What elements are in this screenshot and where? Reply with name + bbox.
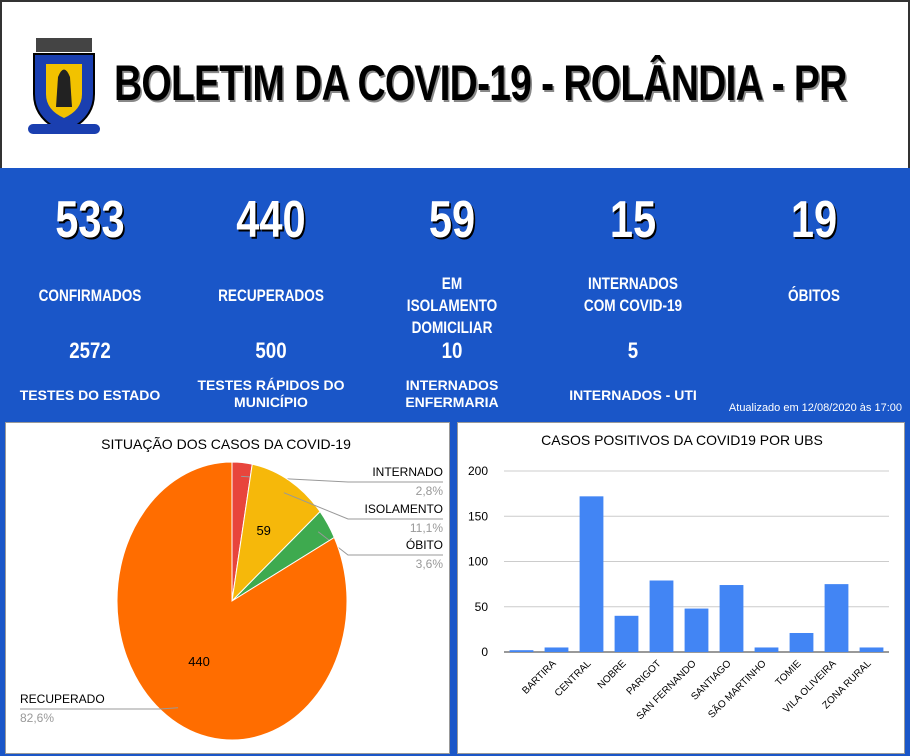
header: BOLETIM DA COVID-19 - ROLÂNDIA - PR (0, 0, 910, 168)
stat-value: 19 (790, 191, 838, 249)
legend-label: ISOLAMENTO (365, 502, 443, 516)
legend-label: ÓBITO (406, 537, 443, 552)
substat-label: INTERNADOS ENFERMARIA (405, 377, 499, 410)
bar (684, 608, 709, 652)
legend-label: INTERNADO (372, 465, 443, 479)
stat-value: 59 (428, 191, 476, 249)
y-tick-label: 0 (481, 645, 488, 659)
stat-value: 15 (609, 191, 657, 249)
bar (579, 496, 604, 652)
bar (824, 584, 849, 652)
substat-label: TESTES DO ESTADO (19, 387, 161, 403)
x-tick-label: NOBRE (596, 658, 629, 691)
x-tick-label: CENTRAL (553, 658, 594, 699)
pie-chart: SITUAÇÃO DOS CASOS DA COVID-19 INTERNADO 2… (5, 422, 450, 754)
y-tick-label: 200 (468, 464, 488, 478)
stat-label: RECUPERADOS (218, 286, 324, 305)
bar (614, 615, 639, 652)
percent-label: 11,1% (410, 521, 443, 535)
stat-label: INTERNADOS COM COVID-19 (583, 274, 683, 315)
y-tick-label: 50 (475, 600, 489, 614)
percent-label: 2,8% (416, 484, 444, 498)
percent-label: 3,6% (416, 557, 444, 571)
legend-label: RECUPERADO (20, 692, 105, 706)
y-tick-label: 150 (468, 509, 488, 523)
bar (509, 650, 534, 652)
leader-line (20, 707, 179, 710)
bar (544, 647, 569, 652)
substat-label: TESTES RÁPIDOS DO MUNICÍPIO (197, 377, 345, 410)
updated-note: Atualizado em 12/08/2020 às 17:00 (728, 402, 902, 414)
substat-value: 2572 (69, 338, 111, 363)
bar (789, 632, 814, 652)
bar (859, 647, 884, 652)
percent-label: 82,6% (20, 711, 54, 725)
substat-label: INTERNADOS - UTI (569, 387, 697, 403)
leader-line (283, 492, 443, 520)
x-tick-label: TOMIE (774, 658, 804, 688)
y-tick-label: 100 (468, 555, 488, 569)
crest (28, 38, 100, 134)
stat-value: 533 (55, 191, 125, 249)
pie-slice (116, 461, 348, 741)
bar (754, 647, 779, 652)
bar (649, 580, 674, 652)
slice-label: 440 (188, 654, 210, 669)
chart-title: CASOS POSITIVOS DA COVID19 POR UBS (541, 432, 823, 448)
chart-title: SITUAÇÃO DOS CASOS DA COVID-19 (101, 436, 351, 452)
bar (719, 585, 744, 652)
slice-label: 59 (256, 523, 270, 538)
x-tick-label: SÃO MARTINHO (705, 657, 769, 721)
substat-value: 500 (255, 338, 287, 363)
title: BOLETIM DA COVID-19 - ROLÂNDIA - PR (114, 55, 847, 111)
bar-chart: CASOS POSITIVOS DA COVID19 POR UBS 0 50 100… (457, 422, 905, 754)
stat-label: CONFIRMADOS (38, 286, 142, 305)
substat-value: 10 (441, 338, 463, 363)
x-tick-label: SAN FERNANDO (635, 658, 699, 722)
stat-label: EM ISOLAMENTO DOMICILIAR (406, 274, 498, 337)
stat-value: 440 (236, 191, 306, 249)
substat-value: 5 (627, 338, 639, 363)
leader-line (317, 531, 443, 556)
stat-label: ÓBITOS (788, 286, 840, 305)
